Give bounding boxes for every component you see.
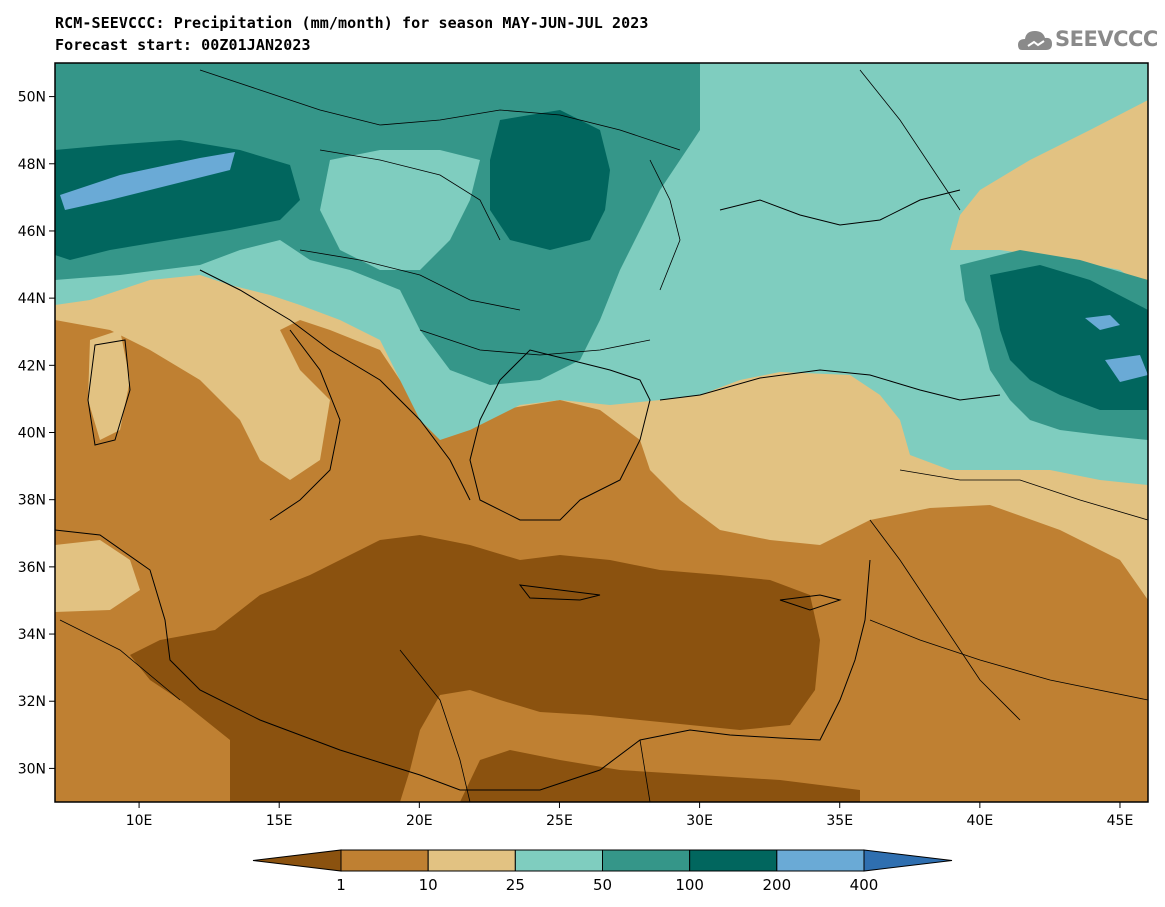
field-25-50-hungary [320, 150, 480, 270]
lon-tick-label: 20E [406, 813, 433, 829]
map-title: RCM-SEEVCCC: Precipitation (mm/month) fo… [55, 14, 649, 32]
colorbar-threshold-label: 10 [419, 876, 438, 894]
lat-tick-label: 30N [18, 761, 46, 777]
lon-tick-label: 45E [1107, 813, 1134, 829]
lat-tick-label: 32N [18, 694, 46, 710]
lat-tick-label: 38N [18, 493, 46, 509]
colorbar-threshold-label: 200 [763, 876, 792, 894]
lat-tick-label: 44N [18, 291, 46, 307]
colorbar-threshold-label: 25 [506, 876, 525, 894]
field-100-200-ukraine [490, 110, 610, 250]
lon-tick-label: 35E [826, 813, 853, 829]
colorbar-threshold-label: 400 [850, 876, 879, 894]
field-200-400-caucasus-a [1085, 315, 1120, 330]
lon-tick-label: 10E [126, 813, 153, 829]
latitude-axis: 50N 48N 46N 44N 42N 40N 38N 36N 34N 32N 30N [18, 90, 55, 777]
coastlines [55, 189, 1001, 791]
colorbar-threshold-label: 100 [675, 876, 704, 894]
country-borders [59, 69, 1148, 802]
lat-tick-label: 42N [18, 358, 46, 374]
lon-tick-label: 30E [686, 813, 713, 829]
colorbar-segment-below [252, 849, 342, 872]
forecast-start-subtitle: Forecast start: 00Z01JAN2023 [55, 36, 311, 54]
field-200-400-caucasus-b [1105, 355, 1148, 382]
colorbar-segment-above [863, 849, 953, 872]
lat-tick-label: 36N [18, 560, 46, 576]
colorbar-threshold-label: 50 [593, 876, 612, 894]
lon-tick-label: 40E [967, 813, 994, 829]
field-lt-1 [130, 535, 860, 802]
colorbar: 1 10 25 50 100 200 400 [252, 849, 953, 894]
seevccc-logo-text: SEEVCCC [1055, 27, 1158, 51]
lat-tick-label: 48N [18, 157, 46, 173]
colorbar-segment [340, 849, 429, 872]
lat-tick-label: 46N [18, 224, 46, 240]
colorbar-segment [776, 849, 865, 872]
lon-tick-label: 25E [546, 813, 573, 829]
field-10-25-left [55, 540, 140, 612]
longitude-axis: 10E 15E 20E 25E 30E 35E 40E 45E [126, 802, 1134, 829]
colorbar-segment [689, 849, 778, 872]
colorbar-threshold-label: 1 [336, 876, 346, 894]
lat-tick-label: 50N [18, 90, 46, 106]
lat-tick-label: 34N [18, 627, 46, 643]
field-100-200-caucasus [990, 265, 1148, 410]
lat-tick-label: 40N [18, 426, 46, 442]
field-200-400-alps [60, 152, 235, 210]
map-field [55, 63, 1148, 802]
cloud-logo-icon [1018, 31, 1052, 50]
field-100-200-alps [55, 140, 300, 260]
colorbar-segment [427, 849, 516, 872]
lon-tick-label: 15E [266, 813, 293, 829]
field-10-25-sardinia [88, 330, 130, 440]
colorbar-segment [602, 849, 691, 872]
colorbar-segment [514, 849, 603, 872]
